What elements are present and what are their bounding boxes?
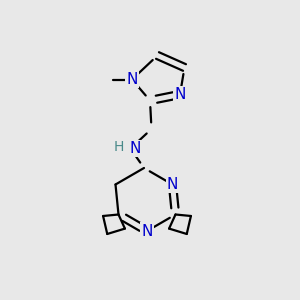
Text: N: N bbox=[141, 224, 153, 238]
Text: N: N bbox=[129, 141, 141, 156]
Text: N: N bbox=[126, 72, 138, 87]
Text: H: H bbox=[114, 140, 124, 154]
Text: N: N bbox=[174, 87, 186, 102]
Text: N: N bbox=[167, 177, 178, 192]
